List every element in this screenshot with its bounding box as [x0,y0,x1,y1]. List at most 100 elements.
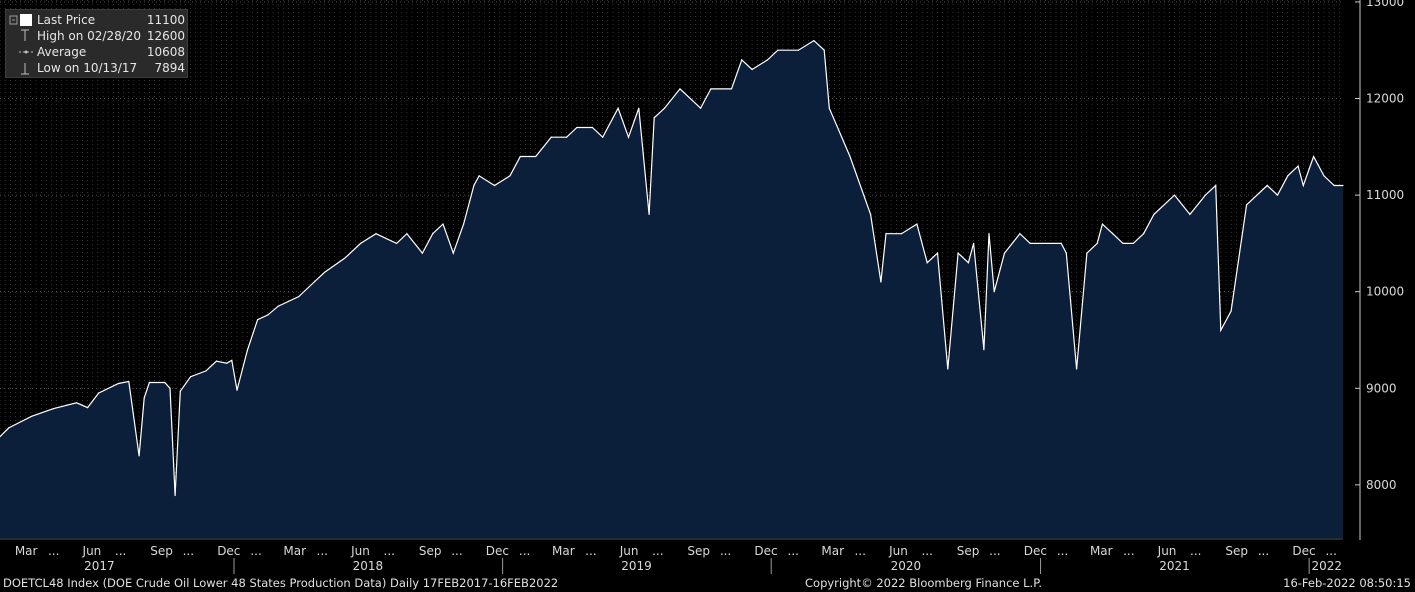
data-point [926,262,928,264]
data-point [53,408,55,410]
data-point [421,252,423,254]
x-month-label: Sep [687,544,710,558]
x-month-label: Sep [1225,544,1248,558]
x-axis: Mar... Jun... Sep... Dec... Mar... Jun... Sep.… [0,538,1343,574]
x-month-label: ... [317,544,328,558]
legend-label: Last Price [37,13,96,27]
x-month-label: ... [48,544,59,558]
data-point [226,362,228,364]
data-point [602,136,604,138]
data-point [473,184,475,187]
data-point [138,455,140,457]
x-month-label: ... [1258,544,1269,558]
data-point [566,136,568,138]
legend: Last Price 11100 High on 02/28/20 12600 … [5,9,188,78]
average-line-icon [19,50,33,54]
x-year-label: 2019 [621,559,652,573]
data-point [1297,165,1299,167]
x-month-label: ... [989,544,1000,558]
data-point [190,376,192,378]
data-point [1333,184,1335,187]
x-month-label: Dec [1292,544,1315,558]
data-point [143,397,145,399]
data-point [1266,184,1268,187]
data-point [967,262,970,264]
data-point [128,380,130,383]
legend-last-price-icon [9,14,32,26]
data-point [1246,204,1248,206]
data-point [98,392,100,394]
y-tick-label: 8000 [1366,478,1397,492]
data-point [169,387,171,389]
data-point [730,88,733,90]
data-point [1101,223,1103,225]
x-year-label: 2017 [84,559,115,573]
data-point [313,281,315,283]
x-month-label: Mar [283,544,306,558]
x-month-label: ... [1123,544,1134,558]
data-point [452,252,454,254]
x-year-label: 2022 [1312,559,1343,573]
x-month-label: Mar [15,544,38,558]
data-point [648,213,650,215]
legend-row-low: Low on 10/13/17 7894 [6,60,189,76]
data-point [1276,194,1279,196]
x-month-label: ... [384,544,395,558]
x-month-label: ... [720,544,731,558]
data-point [638,107,640,109]
x-month-label: ... [788,544,799,558]
data-point [870,213,872,215]
area-fill [0,40,1343,538]
data-point [535,155,537,158]
data-point [75,402,78,404]
x-month-label: Jun [1157,544,1177,558]
data-point [1302,184,1304,187]
data-point [8,427,10,429]
x-month-label: Jun [82,544,102,558]
legend-row-high: High on 02/28/20 12600 [6,28,189,44]
data-point [1132,242,1134,244]
data-point [277,305,279,307]
data-point [31,415,33,417]
data-point [1003,252,1006,254]
data-point [900,233,903,235]
y-tick-label: 10000 [1366,285,1404,299]
data-point [1230,310,1232,312]
data-point [179,390,181,392]
x-month-label: Dec [754,544,777,558]
data-point [205,370,207,372]
legend-row-last-price: Last Price 11100 [6,12,189,28]
data-point [519,155,521,158]
data-point [231,359,233,361]
data-point [766,59,769,61]
legend-value: 7894 [154,61,185,75]
data-point [1204,194,1206,196]
data-point [663,107,666,109]
data-point [1173,194,1176,196]
legend-row-average: Average 10608 [6,44,189,60]
data-point [983,349,985,351]
data-point [828,107,830,109]
data-point [396,242,398,244]
data-point [849,155,851,158]
data-point [627,136,630,138]
data-point [1143,233,1145,235]
data-point [700,107,702,109]
low-marker-icon [21,63,29,75]
data-point [550,136,552,138]
data-point [148,381,150,384]
legend-value: 12600 [146,29,185,43]
data-point [298,295,300,298]
data-point [0,436,1,438]
data-point [936,252,939,254]
data-point [493,184,496,187]
data-point [323,271,326,273]
x-month-label: ... [585,544,596,558]
y-tick-label: 13000 [1366,0,1404,9]
x-month-label: Sep [419,544,442,558]
data-point [1323,175,1325,177]
data-point [164,381,166,384]
data-point [117,382,120,385]
data-point [432,233,434,235]
